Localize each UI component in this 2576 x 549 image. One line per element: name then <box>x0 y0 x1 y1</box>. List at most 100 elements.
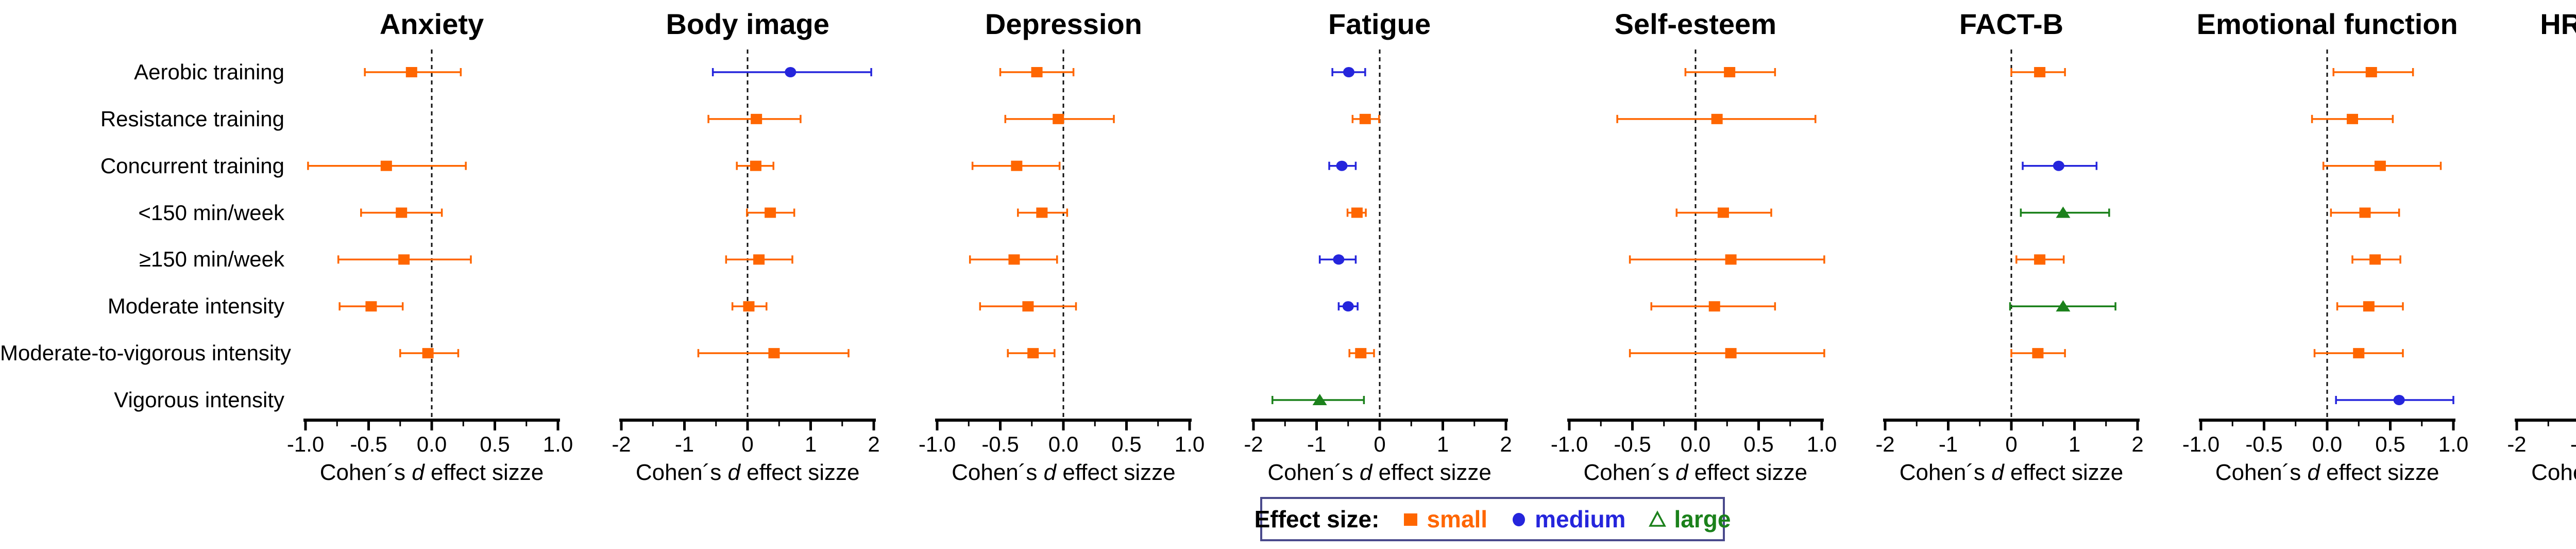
forest-row-moderate-to-vigorous-intensity <box>697 348 850 359</box>
effect-marker-circle <box>1342 301 1354 312</box>
axis-tick-label: -1 <box>1939 432 1958 456</box>
forest-row-150-min-week <box>2020 206 2110 218</box>
forest-row-moderate-intensity <box>732 301 768 312</box>
axis-tick-label: -0.5 <box>350 432 387 456</box>
effect-marker-square <box>743 301 755 312</box>
axis-title: Cohen´s d effect sizze <box>1539 460 1852 486</box>
forest-row-concurrent-training <box>972 160 1061 171</box>
forest-row-150-min-week <box>725 254 793 265</box>
effect-marker-square <box>398 254 410 265</box>
axis-title-prefix: Cohen´s <box>952 460 1044 485</box>
axis-title-suffix: effect sizze <box>1056 460 1176 485</box>
panel-anxiety: Anxiety -1.0 -0.5 0.0 0.5 1.0 Cohen´s d effect… <box>276 0 588 549</box>
axis-tick-label: 0.5 <box>480 432 510 456</box>
axis-title: Cohen´s d effect sizze <box>2487 460 2576 486</box>
forest-row-resistance-training <box>1351 113 1380 124</box>
row-label-moderate-intensity: Moderate intensity <box>107 294 284 318</box>
axis-title-suffix: effect sizze <box>1688 460 1808 485</box>
axis-title-prefix: Cohen´s <box>635 460 728 485</box>
effect-marker-square <box>1008 254 1020 265</box>
effect-marker-triangle <box>2056 206 2071 218</box>
forest-row-aerobic-training <box>2332 67 2414 77</box>
forest-row-150-min-week <box>360 207 443 218</box>
effect-marker-square <box>1022 301 1034 312</box>
axis-title-d: d <box>1991 460 2004 485</box>
effect-marker-circle <box>2053 160 2064 171</box>
effect-marker-square <box>1359 113 1371 124</box>
effect-marker-square <box>1725 254 1737 265</box>
axis-title-d: d <box>727 460 740 485</box>
forest-row-resistance-training <box>2311 113 2394 124</box>
axis-title: Cohen´s d effect sizze <box>1224 460 1536 486</box>
axis-title: Cohen´s d effect sizze <box>591 460 904 486</box>
legend-item-label: medium <box>1535 506 1626 533</box>
axis-tick-label: 1.0 <box>1175 432 1205 456</box>
forest-panel-svg: -1.0 -0.5 0.0 0.5 1.0 <box>919 49 1205 456</box>
axis-tick-label: -0.5 <box>1614 432 1651 456</box>
axis-title-prefix: Cohen´s <box>2531 460 2576 485</box>
row-label-less-150-min-week: <150 min/week <box>138 201 284 225</box>
effect-marker-circle <box>1332 254 1344 265</box>
axis-tick-label: 2 <box>868 432 880 456</box>
axis-title-d: d <box>412 460 425 485</box>
effect-marker-square <box>2034 67 2046 77</box>
forest-row-150-min-week <box>2330 207 2400 218</box>
effect-marker-square <box>1053 113 1064 124</box>
row-label-geq-150-min-week: ≥150 min/week <box>139 247 284 271</box>
effect-marker-square <box>396 207 408 218</box>
effect-marker-square <box>2365 67 2377 77</box>
effect-marker-triangle <box>2056 300 2071 312</box>
effect-marker-square <box>2034 254 2046 265</box>
effect-marker-square <box>1723 67 1735 77</box>
axis-tick-label: 1 <box>2069 432 2080 456</box>
forest-row-moderate-intensity <box>979 301 1077 312</box>
effect-marker-circle <box>2393 394 2405 405</box>
forest-row-moderate-to-vigorous-intensity <box>2313 348 2404 359</box>
axis-tick-label: 0 <box>742 432 754 456</box>
forest-row-moderate-intensity <box>2336 301 2404 312</box>
axis-tick-label: -1.0 <box>287 432 324 456</box>
effect-marker-square <box>1354 348 1366 359</box>
axis-title: Cohen´s d effect sizze <box>2171 460 2483 486</box>
axis-tick-label: -2 <box>1244 432 1263 456</box>
forest-row-moderate-to-vigorous-intensity <box>399 348 460 359</box>
forest-row-moderate-to-vigorous-intensity <box>1348 348 1375 359</box>
forest-row-aerobic-training <box>1684 67 1776 77</box>
axis-tick-label: -1 <box>1307 432 1326 456</box>
axis-tick-label: -0.5 <box>2246 432 2283 456</box>
forest-row-resistance-training <box>707 113 802 124</box>
axis-title: Cohen´s d effect sizze <box>907 460 1219 486</box>
effect-marker-square <box>380 160 392 171</box>
forest-row-150-min-week <box>337 254 472 265</box>
axis-title-suffix: effect sizze <box>740 460 860 485</box>
effect-marker-square <box>2353 348 2365 359</box>
axis-tick-label: -1.0 <box>2182 432 2219 456</box>
forest-row-150-min-week <box>1346 207 1367 218</box>
axis-tick-label: 0.0 <box>417 432 447 456</box>
row-label-concurrent-training: Concurrent training <box>100 154 284 178</box>
effect-marker-square <box>1711 113 1723 124</box>
panel-title: Depression <box>985 8 1142 40</box>
effect-marker-square <box>2375 160 2386 171</box>
axis-tick-label: 0 <box>1374 432 1385 456</box>
forest-row-150-min-week <box>1629 254 1825 265</box>
small-square-icon <box>1404 513 1418 526</box>
effect-marker-square <box>2369 254 2381 265</box>
axis-tick-label: 1 <box>805 432 817 456</box>
row-label-moderate-to-vigorous-intensity: Moderate-to-vigorous intensity <box>0 341 291 365</box>
forest-row-aerobic-training <box>712 67 873 77</box>
panel-body-image: Body image -2 -1 0 1 2 Cohen´s d effect sizze <box>591 0 904 549</box>
effect-marker-square <box>2032 348 2044 359</box>
axis-tick-label: 0.0 <box>1681 432 1710 456</box>
row-label-aerobic-training: Aerobic training <box>134 60 284 84</box>
effect-marker-square <box>1351 207 1363 218</box>
forest-row-150-min-week <box>1675 207 1772 218</box>
forest-row-concurrent-training <box>2323 160 2442 171</box>
forest-row-aerobic-training <box>364 67 462 77</box>
axis-tick-label: -2 <box>612 432 631 456</box>
legend-item-large: large <box>1648 505 1731 533</box>
